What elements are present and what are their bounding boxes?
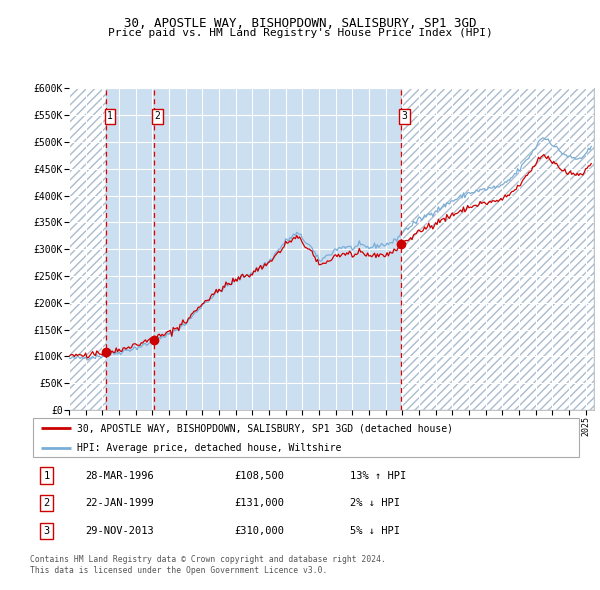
Text: 3: 3 [43, 526, 50, 536]
Text: 29-NOV-2013: 29-NOV-2013 [85, 526, 154, 536]
Text: 5% ↓ HPI: 5% ↓ HPI [350, 526, 400, 536]
Text: 30, APOSTLE WAY, BISHOPDOWN, SALISBURY, SP1 3GD: 30, APOSTLE WAY, BISHOPDOWN, SALISBURY, … [124, 17, 476, 30]
Text: £108,500: £108,500 [234, 471, 284, 481]
Bar [401, 88, 594, 410]
Text: £131,000: £131,000 [234, 498, 284, 508]
Text: Price paid vs. HM Land Registry's House Price Index (HPI): Price paid vs. HM Land Registry's House … [107, 28, 493, 38]
Text: 1: 1 [107, 112, 113, 122]
Text: 13% ↑ HPI: 13% ↑ HPI [350, 471, 406, 481]
Text: 2: 2 [43, 498, 50, 508]
Text: £310,000: £310,000 [234, 526, 284, 536]
Text: 1: 1 [43, 471, 50, 481]
Text: 30, APOSTLE WAY, BISHOPDOWN, SALISBURY, SP1 3GD (detached house): 30, APOSTLE WAY, BISHOPDOWN, SALISBURY, … [77, 423, 453, 433]
Text: 2: 2 [154, 112, 160, 122]
FancyBboxPatch shape [33, 418, 579, 457]
Text: 3: 3 [402, 112, 408, 122]
Bar [69, 88, 106, 410]
Text: 28-MAR-1996: 28-MAR-1996 [85, 471, 154, 481]
Text: 2% ↓ HPI: 2% ↓ HPI [350, 498, 400, 508]
Text: HPI: Average price, detached house, Wiltshire: HPI: Average price, detached house, Wilt… [77, 444, 341, 453]
Text: Contains HM Land Registry data © Crown copyright and database right 2024.: Contains HM Land Registry data © Crown c… [30, 555, 386, 563]
Text: 22-JAN-1999: 22-JAN-1999 [85, 498, 154, 508]
Text: This data is licensed under the Open Government Licence v3.0.: This data is licensed under the Open Gov… [30, 566, 328, 575]
